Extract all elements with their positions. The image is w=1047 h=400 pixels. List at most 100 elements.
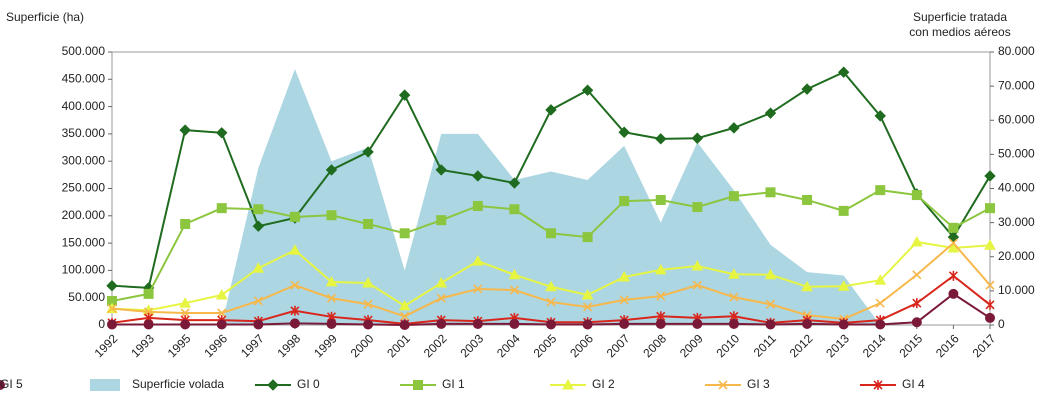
y-tick-label: 450.000 xyxy=(62,71,106,85)
marker xyxy=(619,295,629,305)
y-tick-label: 0 xyxy=(98,317,105,331)
marker xyxy=(290,280,300,290)
x-tick-label: 1999 xyxy=(311,331,340,360)
marker xyxy=(252,262,265,273)
marker xyxy=(985,299,995,310)
marker xyxy=(472,200,483,211)
marker xyxy=(985,203,995,214)
y2-tick-label: 20.000 xyxy=(998,249,1035,263)
marker xyxy=(875,298,885,308)
legend-label: GI 3 xyxy=(747,377,770,391)
marker xyxy=(875,185,886,196)
marker xyxy=(217,308,227,318)
marker xyxy=(764,107,777,119)
x-tick-label: 2001 xyxy=(384,331,413,360)
marker xyxy=(874,110,886,122)
marker xyxy=(691,132,704,144)
x-tick-label: 1995 xyxy=(165,331,194,360)
marker xyxy=(398,299,411,311)
marker xyxy=(911,317,922,328)
x-tick-label: 2016 xyxy=(933,331,962,360)
marker xyxy=(179,297,192,308)
marker xyxy=(472,170,484,182)
x-tick-label: 2015 xyxy=(896,331,925,360)
marker xyxy=(801,83,813,95)
marker xyxy=(436,318,447,329)
marker xyxy=(216,127,228,139)
marker xyxy=(435,276,448,288)
x-tick-label: 2012 xyxy=(787,331,816,360)
marker xyxy=(180,218,191,229)
y2-tick-label: 70.000 xyxy=(998,78,1035,92)
area xyxy=(112,69,990,325)
marker xyxy=(837,66,850,78)
marker xyxy=(143,319,154,330)
x-tick-label: 2006 xyxy=(567,331,596,360)
marker xyxy=(509,285,519,295)
marker xyxy=(692,318,703,329)
marker xyxy=(216,319,227,330)
marker xyxy=(618,270,631,282)
marker xyxy=(508,177,521,189)
legend-label: GI 5 xyxy=(0,377,23,391)
y-axis-label: Superficie (ha) xyxy=(6,10,84,24)
marker xyxy=(948,270,958,281)
y2-tick-label: 60.000 xyxy=(998,112,1035,126)
y-tick-label: 50.000 xyxy=(68,290,105,304)
marker xyxy=(985,280,995,290)
marker xyxy=(581,84,594,96)
y-tick-label: 100.000 xyxy=(62,263,106,277)
x-tick-label: 2009 xyxy=(677,331,706,360)
marker xyxy=(436,215,447,226)
x-tick-label: 2005 xyxy=(531,331,560,360)
marker xyxy=(0,380,5,390)
x-tick-label: 2004 xyxy=(494,331,523,360)
x-tick-label: 1992 xyxy=(92,331,121,360)
marker xyxy=(583,302,593,312)
marker xyxy=(910,235,923,247)
marker xyxy=(325,164,338,176)
marker xyxy=(802,318,813,329)
marker xyxy=(618,126,630,138)
x-tick-label: 2008 xyxy=(640,331,669,360)
marker xyxy=(911,190,922,201)
marker xyxy=(180,319,191,330)
legend-label: Superficie volada xyxy=(132,377,224,391)
marker xyxy=(802,194,813,205)
y2-tick-label: 10.000 xyxy=(998,283,1035,297)
marker xyxy=(912,270,922,280)
marker xyxy=(654,263,667,275)
marker xyxy=(545,280,557,292)
x-tick-label: 2014 xyxy=(860,331,889,360)
marker xyxy=(400,311,410,321)
marker xyxy=(655,318,666,329)
marker xyxy=(619,196,630,207)
marker xyxy=(912,298,922,309)
marker xyxy=(509,204,520,215)
marker xyxy=(546,319,556,330)
marker xyxy=(582,319,593,330)
x-tick-label: 1998 xyxy=(274,331,303,360)
marker xyxy=(801,280,813,292)
marker xyxy=(289,318,300,329)
marker xyxy=(289,211,300,222)
marker xyxy=(362,276,374,288)
marker xyxy=(691,260,704,271)
marker xyxy=(326,293,337,303)
marker xyxy=(562,378,574,390)
marker xyxy=(179,124,191,136)
marker xyxy=(107,319,117,330)
marker xyxy=(363,299,373,309)
marker xyxy=(472,318,483,329)
marker xyxy=(837,280,850,291)
marker xyxy=(873,380,883,390)
y2-tick-label: 50.000 xyxy=(998,147,1035,161)
y2-axis-label: Superficie tratada xyxy=(913,10,1007,24)
marker xyxy=(984,170,996,182)
marker xyxy=(728,122,740,134)
marker xyxy=(692,202,703,213)
marker xyxy=(947,241,960,253)
marker xyxy=(984,239,996,250)
marker xyxy=(765,299,776,309)
legend-label: GI 0 xyxy=(297,377,320,391)
